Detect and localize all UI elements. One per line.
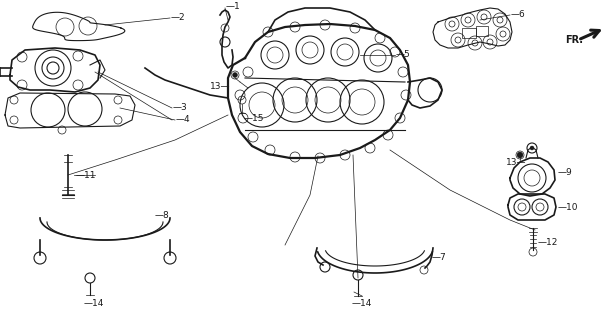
Text: —14: —14	[84, 299, 104, 308]
Text: —8: —8	[155, 211, 170, 220]
Circle shape	[517, 152, 523, 158]
Text: FR.: FR.	[565, 35, 583, 45]
Text: —14: —14	[352, 299, 372, 308]
Circle shape	[233, 73, 238, 77]
Text: —11: —11	[76, 171, 97, 180]
Text: —12: —12	[538, 237, 558, 246]
Text: —6: —6	[511, 10, 525, 19]
Text: —4: —4	[176, 115, 191, 124]
Text: —3: —3	[173, 102, 188, 111]
Circle shape	[530, 146, 534, 150]
Text: —1: —1	[226, 2, 241, 11]
Text: 13—: 13—	[505, 157, 526, 166]
Text: —9: —9	[558, 167, 573, 177]
Bar	[462, 28, 476, 38]
Bar	[476, 26, 488, 36]
Text: —5: —5	[396, 50, 411, 59]
Text: —2: —2	[171, 12, 186, 21]
Text: —7: —7	[432, 252, 447, 261]
Text: —10: —10	[558, 203, 579, 212]
Text: 13—: 13—	[210, 82, 230, 91]
Text: —15: —15	[244, 114, 265, 123]
